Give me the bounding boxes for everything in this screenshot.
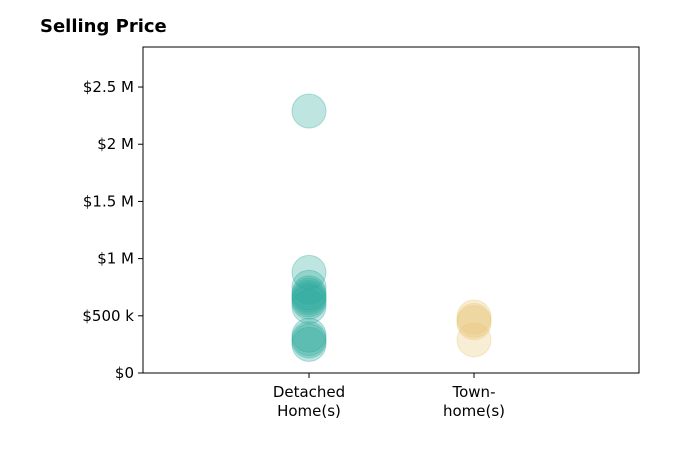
y-tick-label: $0 <box>115 364 134 382</box>
y-tick-label: $2.5 M <box>83 78 134 96</box>
data-point <box>291 254 327 290</box>
data-point <box>291 289 327 325</box>
data-point <box>291 269 327 305</box>
data-points <box>291 93 492 362</box>
y-tick-label: $1 M <box>97 250 134 268</box>
y-axis: $0 $500 k $1 M $1.5 M $2 M $2.5 M <box>82 78 143 382</box>
data-point <box>291 282 327 318</box>
data-point <box>291 275 327 311</box>
y-tick-label: $500 k <box>82 307 134 325</box>
data-point <box>456 299 492 335</box>
data-point <box>456 322 492 358</box>
data-point <box>291 284 327 320</box>
y-tick-label: $2 M <box>97 135 134 153</box>
data-point <box>291 323 327 359</box>
x-tick-label: home(s) <box>443 402 505 420</box>
data-point <box>291 326 327 362</box>
x-tick-label: Town- <box>452 383 496 401</box>
data-point <box>456 302 492 338</box>
data-point <box>291 317 327 353</box>
x-tick-label: Home(s) <box>277 402 341 420</box>
data-point <box>291 321 327 357</box>
x-tick-label: Detached <box>273 383 345 401</box>
y-tick-label: $1.5 M <box>83 192 134 210</box>
chart-title: Selling Price <box>40 16 167 37</box>
data-point <box>291 93 327 129</box>
data-point <box>456 305 492 341</box>
data-point <box>291 280 327 316</box>
plot-frame <box>142 46 640 374</box>
data-point <box>291 277 327 313</box>
